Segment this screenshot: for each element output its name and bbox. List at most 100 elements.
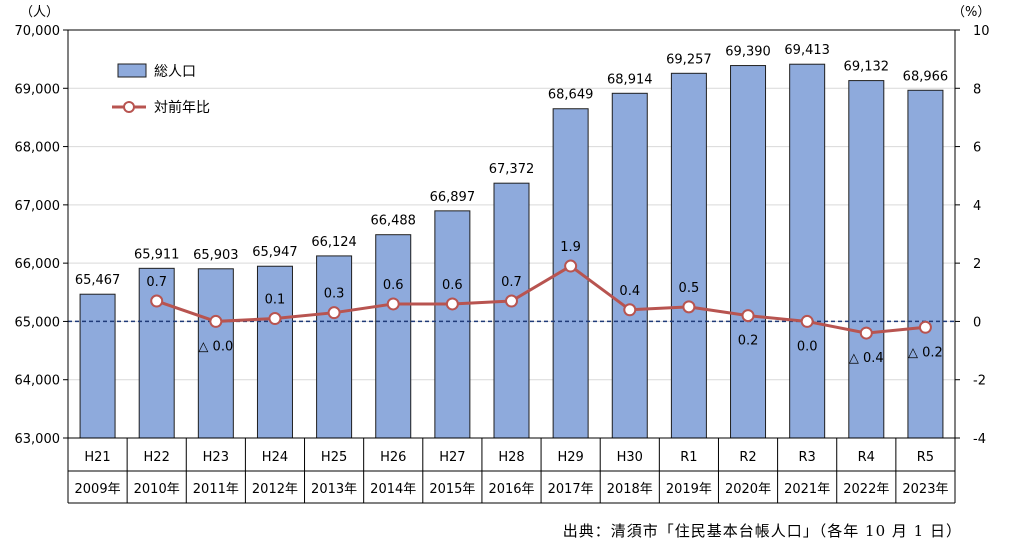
category-year-label: 2019年 [666, 482, 712, 497]
growth-rate-point [445, 297, 459, 311]
bar [434, 210, 471, 439]
bar-value-label: 69,132 [844, 60, 890, 75]
left-axis-unit: （人） [20, 5, 59, 20]
growth-rate-label: 0.7 [146, 275, 167, 290]
bar [138, 267, 175, 439]
bar-layer [79, 63, 944, 439]
category-era-label: R3 [799, 450, 816, 465]
bar-value-label: 65,467 [75, 273, 121, 288]
category-year-label: 2017年 [548, 482, 594, 497]
category-year-label: 2011年 [193, 482, 239, 497]
growth-rate-point [150, 294, 164, 308]
category-era-label: H28 [498, 450, 524, 465]
category-year-label: 2023年 [902, 482, 948, 497]
category-year-label: 2022年 [843, 482, 889, 497]
left-axis-tick-label: 63,000 [15, 432, 61, 447]
left-axis-tick-label: 69,000 [15, 82, 61, 97]
right-axis-tick-label: 0 [973, 315, 981, 330]
bar-value-label: 69,257 [666, 52, 712, 67]
growth-rate-label: 0.2 [738, 334, 759, 349]
growth-rate-line [156, 264, 926, 335]
growth-rate-label: △ 0.2 [908, 345, 943, 360]
growth-rate-label: 0.6 [442, 278, 463, 293]
source-note: 出典：清須市「住民基本台帳人口」（各年 10 月 1 日） [562, 522, 962, 540]
bar-value-label: 66,124 [311, 235, 357, 250]
category-era-label: H22 [144, 450, 170, 465]
right-axis-tick-label: 4 [973, 199, 981, 214]
bar-value-label: 68,649 [548, 88, 594, 103]
bar-value-label: 65,903 [193, 248, 239, 263]
category-era-label: R2 [739, 450, 756, 465]
bar [907, 89, 944, 439]
category-era-label: H27 [439, 450, 465, 465]
bar [375, 234, 412, 439]
growth-rate-label: 0.7 [501, 275, 522, 290]
category-year-label: 2013年 [311, 482, 357, 497]
bar-value-label: 69,390 [725, 45, 771, 60]
bar [730, 65, 767, 439]
bar-value-label: 66,488 [370, 214, 416, 229]
bar [493, 182, 530, 439]
bar [848, 80, 885, 439]
growth-rate-point [209, 314, 223, 328]
axis-layer: 63,000 64,000 65,000 66,000 67,000 68,000 69,0… [15, 5, 991, 447]
growth-rate-point [859, 326, 873, 340]
category-year-label: 2015年 [429, 482, 475, 497]
category-year-label: 2020年 [725, 482, 771, 497]
growth-rate-point [505, 294, 518, 308]
growth-rate-label: 0.1 [265, 293, 286, 308]
bar-value-label: 69,413 [784, 43, 830, 58]
category-era-label: R5 [917, 450, 934, 465]
left-axis-tick-label: 66,000 [15, 257, 61, 272]
left-axis-tick-label: 65,000 [15, 315, 61, 330]
growth-rate-point [800, 314, 814, 328]
right-axis-tick-label: 6 [973, 141, 981, 156]
bar [789, 63, 826, 439]
bar-value-label: 68,914 [607, 72, 653, 87]
growth-rate-point [268, 312, 282, 326]
category-year-label: 2014年 [370, 482, 416, 497]
category-year-label: 2016年 [488, 482, 534, 497]
growth-rate-label: 0.0 [797, 339, 818, 354]
bar [256, 265, 293, 439]
bar [670, 72, 707, 439]
bar [316, 255, 353, 439]
left-axis-tick-label: 68,000 [15, 141, 61, 156]
bar-value-label: 68,966 [903, 69, 949, 84]
growth-rate-point [564, 259, 578, 273]
growth-rate-label: 1.9 [560, 240, 581, 255]
category-era-label: H29 [557, 450, 583, 465]
legend-line-label: 対前年比 [154, 99, 210, 116]
category-era-label: H21 [84, 450, 110, 465]
right-axis-tick-label: -4 [973, 432, 986, 447]
left-axis-tick-label: 64,000 [15, 374, 61, 389]
growth-rate-label: 0.4 [619, 284, 640, 299]
category-year-label: 2018年 [607, 482, 653, 497]
label-layer: 65,467 65,911 65,903 65,947 66,124 66,488 66,8… [75, 43, 948, 366]
growth-rate-label: 0.5 [679, 281, 700, 296]
growth-rate-point [623, 303, 637, 317]
right-axis-tick-label: -2 [973, 374, 986, 389]
bar [197, 268, 234, 439]
growth-rate-point [682, 300, 696, 314]
right-axis-tick-label: 2 [973, 257, 981, 272]
category-year-label: 2012年 [252, 482, 298, 497]
bar-value-label: 66,897 [430, 190, 476, 205]
growth-rate-label: 0.6 [383, 278, 404, 293]
legend-bar-swatch [117, 63, 147, 78]
left-axis-tick-label: 67,000 [15, 199, 61, 214]
category-year-label: 2009年 [75, 482, 121, 497]
line-layer [150, 259, 932, 340]
category-year-label: 2021年 [784, 482, 830, 497]
category-era-label: H26 [380, 450, 406, 465]
bar-value-label: 65,911 [134, 247, 180, 262]
growth-rate-point [386, 297, 400, 311]
bar-value-label: 65,947 [252, 245, 298, 260]
category-era-label: R1 [680, 450, 697, 465]
category-era-label: H23 [203, 450, 229, 465]
legend-line-marker [123, 101, 135, 113]
right-axis-tick-label: 8 [973, 82, 981, 97]
category-era-label: H30 [617, 450, 643, 465]
